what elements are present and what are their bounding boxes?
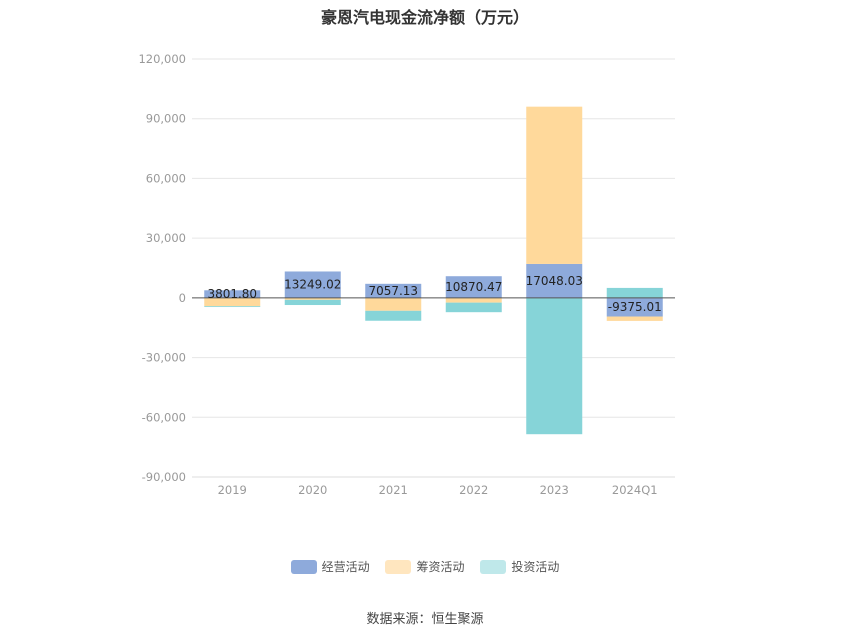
legend-swatch-investing	[480, 559, 507, 574]
bar-investing-2019[interactable]	[204, 306, 261, 308]
legend-swatch-operating	[290, 559, 317, 574]
y-tick-label: -30,000	[142, 351, 186, 365]
y-tick-label: 90,000	[146, 112, 186, 126]
legend-item-operating[interactable]: 经营活动	[290, 558, 370, 575]
data-label-2021: 7057.13	[368, 284, 418, 298]
bar-investing-2021[interactable]	[365, 310, 422, 321]
bar-layer	[204, 106, 663, 435]
bar-operating-2022[interactable]	[445, 276, 502, 298]
x-tick-label: 2019	[218, 483, 247, 497]
data-label-2020: 13249.02	[284, 278, 341, 292]
bar-financing-2022[interactable]	[445, 297, 502, 303]
bar-operating-2020[interactable]	[284, 271, 341, 298]
bar-investing-2024Q1[interactable]	[606, 287, 663, 298]
bar-investing-2020[interactable]	[284, 299, 341, 306]
bar-operating-2023[interactable]	[526, 263, 583, 298]
chart-title: 豪恩汽电现金流净额（万元）	[320, 8, 529, 27]
bar-investing-2023[interactable]	[526, 297, 583, 435]
x-tick-label: 2020	[298, 483, 327, 497]
data-label-2024Q1: -9375.01	[608, 300, 662, 314]
y-tick-label: 60,000	[146, 171, 186, 185]
y-tick-label: 120,000	[138, 52, 186, 66]
legend: 经营活动 筹资活动 投资活动	[0, 558, 850, 577]
grid-layer	[192, 58, 675, 478]
y-tick-label: 0	[179, 291, 186, 305]
data-source-note: 数据来源：恒生聚源	[366, 612, 484, 627]
x-tick-label: 2021	[379, 483, 408, 497]
data-label-2019: 3801.80	[207, 287, 257, 301]
y-tick-label: -60,000	[142, 410, 186, 424]
data-label-layer: 3801.80 13249.02 7057.13 10870.47 17048.03 -9…	[207, 274, 661, 314]
data-label-2023: 17048.03	[526, 274, 583, 288]
legend-label-financing: 筹资活动	[416, 560, 465, 574]
legend-label-investing: 投资活动	[511, 560, 560, 574]
bar-financing-2024Q1[interactable]	[606, 316, 663, 321]
legend-item-investing[interactable]: 投资活动	[480, 558, 559, 575]
bar-operating-2019[interactable]	[204, 290, 261, 298]
bar-financing-2019[interactable]	[204, 297, 261, 307]
bar-financing-2023[interactable]	[526, 106, 583, 264]
legend-label-operating: 经营活动	[321, 560, 370, 574]
x-tick-label: 2022	[459, 483, 488, 497]
axis-layer: 120,000 90,000 60,000 30,000 0 -30,000 -60,000…	[138, 52, 675, 497]
bar-financing-2020[interactable]	[284, 297, 341, 300]
bar-operating-2021[interactable]	[365, 283, 422, 298]
bar-investing-2022[interactable]	[445, 302, 502, 313]
data-label-2022: 10870.47	[445, 280, 502, 294]
x-tick-label: 2023	[540, 483, 569, 497]
bar-financing-2021[interactable]	[365, 297, 422, 311]
y-tick-label: -90,000	[142, 470, 186, 484]
bar-operating-2024Q1[interactable]	[606, 297, 663, 317]
x-tick-label: 2024Q1	[612, 483, 658, 497]
y-tick-label: 30,000	[146, 231, 186, 245]
legend-swatch-financing	[385, 559, 412, 574]
legend-item-financing[interactable]: 筹资活动	[385, 558, 465, 575]
